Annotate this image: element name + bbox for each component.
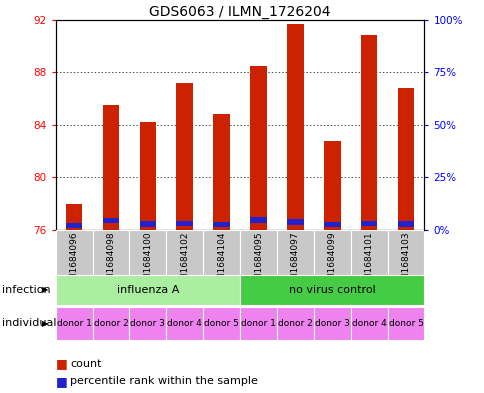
Bar bbox=[240, 230, 276, 275]
Bar bbox=[313, 307, 350, 340]
Text: GSM1684099: GSM1684099 bbox=[327, 231, 336, 292]
Bar bbox=[276, 307, 313, 340]
Bar bbox=[276, 230, 313, 275]
Bar bbox=[213, 114, 229, 230]
Bar bbox=[350, 307, 387, 340]
Text: GSM1684101: GSM1684101 bbox=[364, 231, 373, 292]
Bar bbox=[387, 230, 424, 275]
Text: donor 5: donor 5 bbox=[388, 319, 423, 328]
Text: donor 2: donor 2 bbox=[277, 319, 312, 328]
Bar bbox=[166, 230, 203, 275]
Text: infection: infection bbox=[2, 285, 51, 295]
Text: ■: ■ bbox=[56, 357, 67, 370]
Bar bbox=[139, 122, 156, 230]
Bar bbox=[139, 221, 156, 227]
Bar bbox=[92, 307, 129, 340]
Bar bbox=[213, 222, 229, 227]
Bar bbox=[397, 221, 413, 227]
Bar bbox=[287, 24, 303, 230]
Bar bbox=[176, 221, 193, 226]
Text: ▶: ▶ bbox=[42, 319, 48, 328]
Bar bbox=[250, 217, 266, 223]
Text: donor 2: donor 2 bbox=[93, 319, 128, 328]
Bar bbox=[250, 66, 266, 230]
Text: ▶: ▶ bbox=[42, 285, 48, 294]
Bar bbox=[350, 230, 387, 275]
Bar bbox=[56, 275, 240, 305]
Bar bbox=[129, 230, 166, 275]
Bar bbox=[203, 230, 240, 275]
Bar bbox=[176, 83, 193, 230]
Bar bbox=[103, 218, 119, 223]
Bar bbox=[397, 88, 413, 230]
Text: GSM1684100: GSM1684100 bbox=[143, 231, 152, 292]
Bar bbox=[56, 230, 92, 275]
Bar bbox=[92, 230, 129, 275]
Text: GSM1684095: GSM1684095 bbox=[254, 231, 262, 292]
Bar bbox=[103, 105, 119, 230]
Text: GSM1684103: GSM1684103 bbox=[401, 231, 409, 292]
Text: no virus control: no virus control bbox=[288, 285, 375, 295]
Text: GSM1684098: GSM1684098 bbox=[106, 231, 115, 292]
Text: ■: ■ bbox=[56, 375, 67, 388]
Text: donor 1: donor 1 bbox=[241, 319, 275, 328]
Bar bbox=[287, 219, 303, 225]
Bar bbox=[56, 307, 92, 340]
Text: GSM1684096: GSM1684096 bbox=[70, 231, 78, 292]
Text: GSM1684102: GSM1684102 bbox=[180, 231, 189, 292]
Bar bbox=[360, 35, 377, 230]
Text: individual: individual bbox=[2, 318, 57, 328]
Bar bbox=[323, 222, 340, 227]
Bar bbox=[240, 307, 276, 340]
Text: GSM1684104: GSM1684104 bbox=[217, 231, 226, 292]
Bar bbox=[387, 307, 424, 340]
Text: count: count bbox=[70, 358, 102, 369]
Bar bbox=[313, 230, 350, 275]
Title: GDS6063 / ILMN_1726204: GDS6063 / ILMN_1726204 bbox=[149, 5, 330, 18]
Bar bbox=[323, 141, 340, 230]
Bar bbox=[360, 221, 377, 226]
Text: GSM1684097: GSM1684097 bbox=[290, 231, 299, 292]
Bar bbox=[166, 307, 203, 340]
Bar bbox=[66, 223, 82, 228]
Text: donor 3: donor 3 bbox=[314, 319, 349, 328]
Bar bbox=[66, 204, 82, 230]
Text: donor 3: donor 3 bbox=[130, 319, 165, 328]
Text: influenza A: influenza A bbox=[117, 285, 179, 295]
Text: percentile rank within the sample: percentile rank within the sample bbox=[70, 376, 257, 386]
Text: donor 4: donor 4 bbox=[167, 319, 202, 328]
Text: donor 5: donor 5 bbox=[204, 319, 239, 328]
Bar bbox=[203, 307, 240, 340]
Bar bbox=[240, 275, 424, 305]
Text: donor 4: donor 4 bbox=[351, 319, 386, 328]
Text: donor 1: donor 1 bbox=[57, 319, 91, 328]
Bar bbox=[129, 307, 166, 340]
